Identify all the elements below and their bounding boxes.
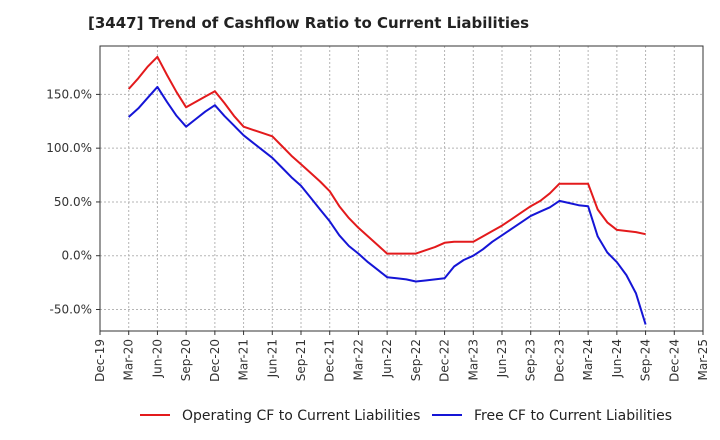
x-tick-label: Jun-22 <box>380 339 394 378</box>
grid <box>99 46 704 331</box>
y-tick-label: 100.0% <box>46 141 92 155</box>
x-tick-label: Sep-20 <box>179 339 193 381</box>
x-tick-label: Sep-22 <box>409 339 423 381</box>
x-tick-label: Dec-21 <box>323 339 337 382</box>
series-lines <box>127 55 647 325</box>
x-tick-label: Jun-20 <box>150 339 164 378</box>
x-tick-label: Dec-23 <box>552 339 566 382</box>
x-tick-label: Jun-24 <box>610 339 624 378</box>
y-tick-label: 50.0% <box>54 195 92 209</box>
axes: Dec-19 Mar-20 Jun-20 Sep-20 Dec-20 Mar-21 Jun-… <box>46 45 710 382</box>
x-tick-label: Dec-19 <box>93 339 107 382</box>
x-tick-label: Mar-23 <box>466 339 480 380</box>
series-line <box>128 85 647 325</box>
series-line <box>127 55 646 255</box>
y-tick-label: 150.0% <box>46 87 92 101</box>
x-tick-label: Dec-20 <box>208 339 222 382</box>
x-tick-label: Mar-25 <box>696 339 710 380</box>
x-tick-label: Mar-24 <box>581 339 595 380</box>
y-tick-label: -50.0% <box>50 302 92 316</box>
legend-label: Free CF to Current Liabilities <box>474 408 672 424</box>
x-tick-label: Sep-21 <box>294 339 308 381</box>
x-tick-label: Mar-21 <box>237 339 251 380</box>
chart-title: [3447] Trend of Cashflow Ratio to Curren… <box>88 14 530 32</box>
y-tick-label: 0.0% <box>62 249 93 263</box>
x-tick-label: Sep-24 <box>639 339 653 381</box>
x-tick-label: Jun-23 <box>495 339 509 378</box>
x-tick-label: Mar-20 <box>122 339 136 380</box>
x-tick-label: Dec-22 <box>438 339 452 382</box>
plot-frame <box>99 45 704 332</box>
x-tick-label: Mar-22 <box>351 339 365 380</box>
x-tick-label: Dec-24 <box>667 339 681 382</box>
legend: Operating CF to Current Liabilities Free … <box>140 408 672 424</box>
x-tick-label: Sep-23 <box>524 339 538 381</box>
legend-label: Operating CF to Current Liabilities <box>182 408 420 424</box>
x-tick-label: Jun-21 <box>265 339 279 378</box>
